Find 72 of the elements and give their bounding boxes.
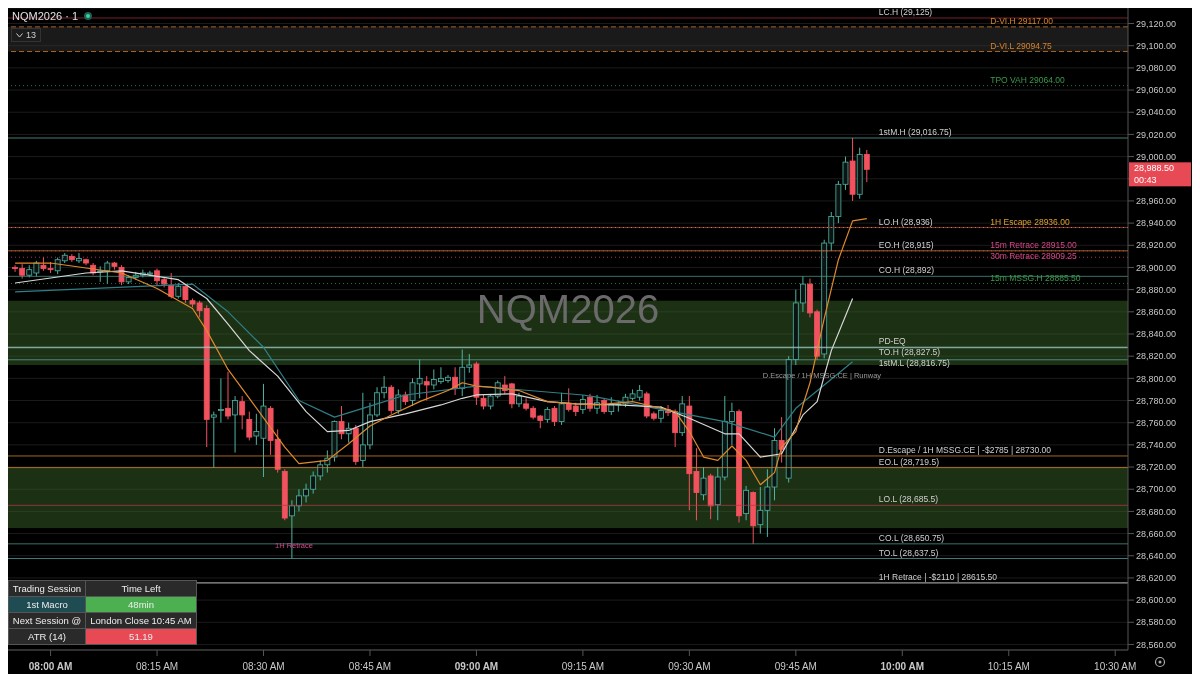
ref-line-label: LC.H (29,125) <box>878 6 933 17</box>
y-tick-label: 28,680.00 <box>1136 506 1177 517</box>
y-tick-label: 28,800.00 <box>1136 373 1177 384</box>
y-tick-label: 28,620.00 <box>1136 573 1177 584</box>
y-tick-label: 28,600.00 <box>1136 595 1177 606</box>
ref-line-label: D-VI.H 29117.00 <box>990 15 1054 26</box>
y-tick-label: 28,880.00 <box>1136 284 1177 295</box>
y-tick-label: 28,960.00 <box>1136 196 1177 207</box>
y-tick-label: 29,020.00 <box>1136 129 1177 140</box>
y-tick-label: 28,900.00 <box>1136 262 1177 273</box>
y-tick-label: 28,780.00 <box>1136 395 1177 406</box>
y-tick-label: 28,660.00 <box>1136 528 1177 539</box>
y-tick-label: 28,580.00 <box>1136 617 1177 628</box>
ref-line-label: CO.L (28,650.75) <box>878 532 945 543</box>
x-tick-label: 10:00 AM <box>880 661 925 672</box>
y-tick-label: 29,000.00 <box>1136 151 1177 162</box>
annotation: NQM2026 <box>476 286 660 331</box>
x-tick-label: 09:45 AM <box>774 661 817 672</box>
ref-line-label: TO.H (28,827.5) <box>878 347 941 358</box>
annotation: 51.19 <box>86 629 196 644</box>
y-tick-label: 29,100.00 <box>1136 40 1177 51</box>
annotation: ATR (14) <box>9 629 85 644</box>
y-tick-label: 28,840.00 <box>1136 329 1177 340</box>
x-tick-label: 08:00 AM <box>28 661 73 672</box>
y-tick-label: 29,080.00 <box>1136 63 1177 74</box>
y-tick-label: 28,920.00 <box>1136 240 1177 251</box>
chart-title: NQM2026 · 1 <box>12 10 79 22</box>
y-tick-label: 29,120.00 <box>1136 18 1177 29</box>
ref-line-label: PD-EQ <box>878 336 907 347</box>
x-tick-label: 09:00 AM <box>454 661 499 672</box>
ref-line-label: 1stM.L (28,816.75) <box>878 358 951 369</box>
annotation: Time Left <box>86 581 196 596</box>
annotation: 1st Macro <box>9 597 85 612</box>
y-tick-label: 28,720.00 <box>1136 462 1177 473</box>
ref-line-label: 15m Retrace 28915.00 <box>990 239 1077 250</box>
annotation: 13 <box>26 30 37 40</box>
x-tick-label: 09:15 AM <box>561 661 605 672</box>
y-tick-label: 28,700.00 <box>1136 484 1177 495</box>
y-tick-label: 29,040.00 <box>1136 107 1177 118</box>
annotation: Trading Session <box>9 581 85 596</box>
ref-line-label: 1stM.H (29,016.75) <box>878 127 952 138</box>
ref-line-label: D-VI.L 29094.75 <box>990 40 1053 51</box>
y-tick-label: 28,640.00 <box>1136 550 1177 561</box>
y-tick-label: 28,940.00 <box>1136 218 1177 229</box>
annotation: 48min <box>86 597 196 612</box>
y-tick-label: 28,760.00 <box>1136 417 1177 428</box>
ref-line-label: EO.H (28,915) <box>878 239 934 250</box>
y-tick-label: 28,820.00 <box>1136 351 1177 362</box>
annotation: Next Session @ <box>9 613 85 628</box>
annotation: London Close 10:45 AM <box>86 613 196 628</box>
ref-line-label: TO.L (28,637.5) <box>878 547 939 558</box>
ref-line-label: LO.L (28,685.5) <box>878 494 939 505</box>
x-tick-label: 10:15 AM <box>987 661 1030 672</box>
x-tick-label: 10:30 AM <box>1094 661 1137 672</box>
y-tick-label: 28,740.00 <box>1136 440 1177 451</box>
ref-line-label: 1H Retrace | -$2110 | 28615.50 <box>878 571 998 582</box>
text: 00:43 <box>1134 175 1157 186</box>
x-tick-label: 09:30 AM <box>668 661 711 672</box>
ref-line-label: 1H Escape 28936.00 <box>990 216 1070 227</box>
ref-line-label: CO.H (28,892) <box>878 265 935 276</box>
x-tick-label: 08:30 AM <box>242 661 285 672</box>
text: 28,988.50 <box>1134 163 1175 174</box>
ref-line-label: D.Escape / 1H MSSG.CE | -$2785 | 28730.00 <box>878 444 1052 455</box>
x-tick-label: 08:45 AM <box>348 661 392 672</box>
x-tick-label: 08:15 AM <box>135 661 179 672</box>
ref-line-label: LO.H (28,936) <box>878 216 933 227</box>
y-tick-label: 29,060.00 <box>1136 85 1177 96</box>
y-tick-label: 28,560.00 <box>1136 639 1177 650</box>
ref-line-label: EO.L (28,719.5) <box>878 456 940 467</box>
ref-line-label: 30m Retrace 28909.25 <box>990 250 1077 261</box>
y-tick-label: 28,860.00 <box>1136 307 1177 318</box>
ref-line-label: TPO VAH 29064.00 <box>990 74 1066 85</box>
